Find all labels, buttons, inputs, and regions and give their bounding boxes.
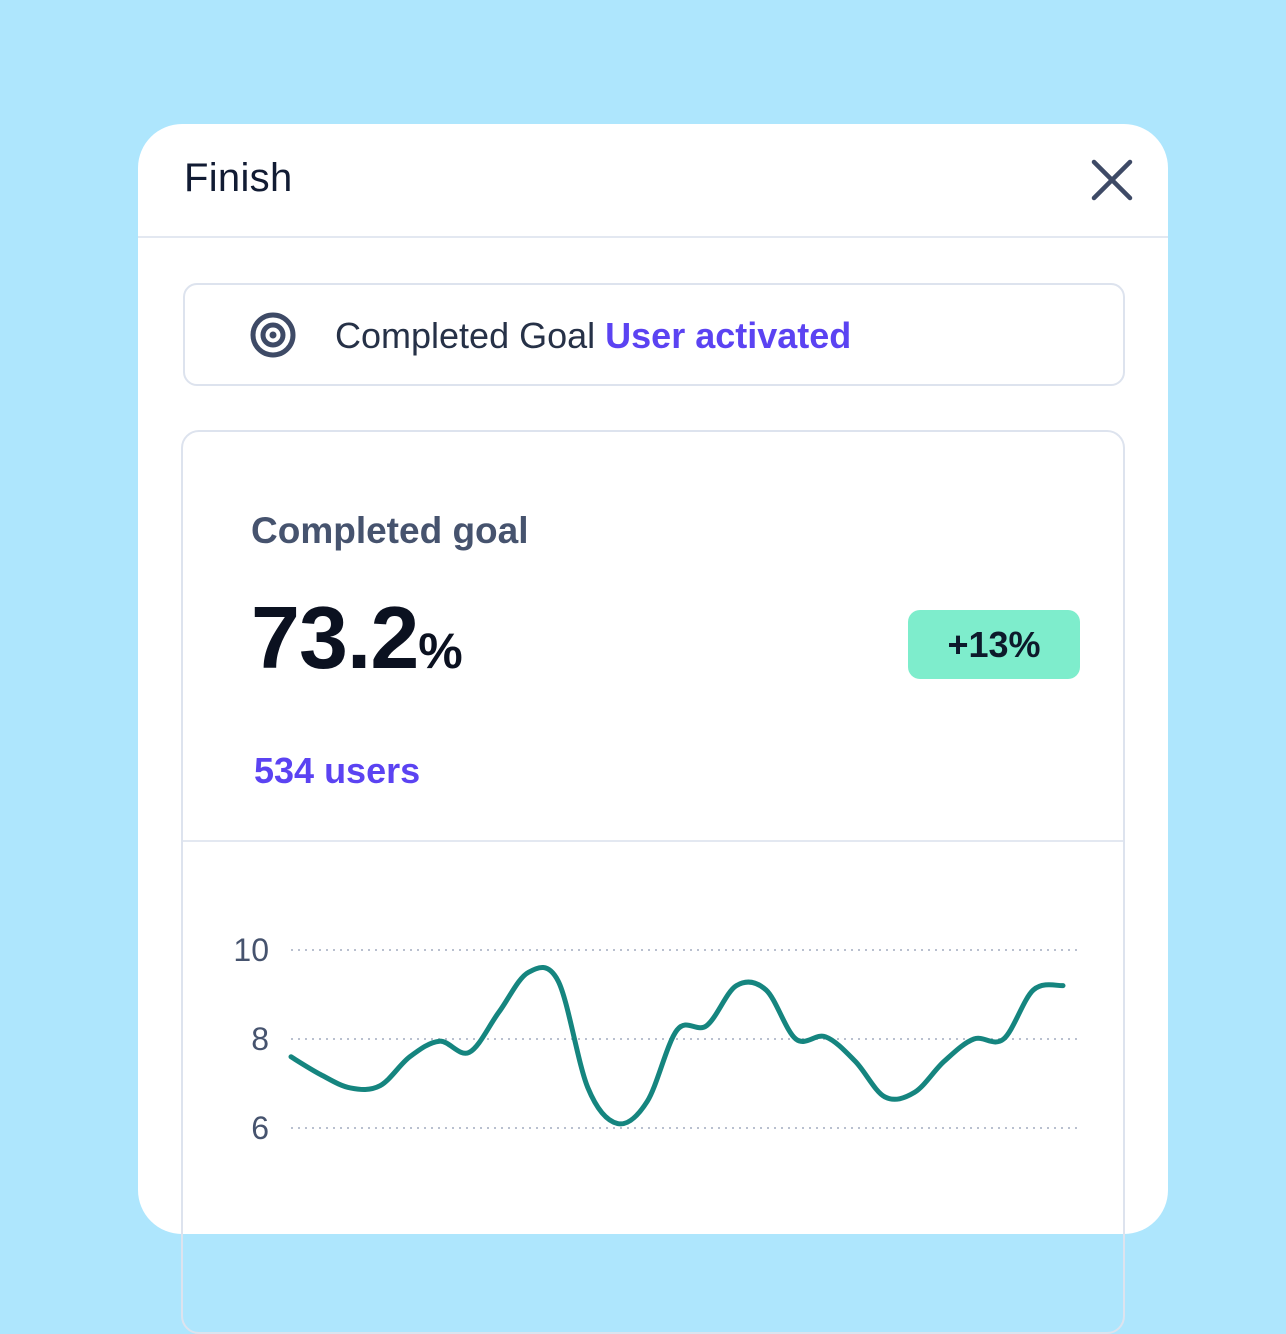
close-button[interactable] bbox=[1084, 152, 1140, 208]
chart-series-line bbox=[288, 965, 1066, 1127]
close-icon bbox=[1091, 159, 1133, 201]
metric-unit: % bbox=[418, 623, 463, 679]
goal-prefix: Completed Goal bbox=[335, 315, 596, 356]
finish-panel: Finish Completed Goal User activated Com… bbox=[138, 124, 1168, 1334]
goal-row: Completed Goal User activated bbox=[183, 283, 1125, 386]
goal-name[interactable]: User activated bbox=[605, 315, 852, 356]
metric-value: 73.2% bbox=[251, 594, 463, 682]
goal-text: Completed Goal User activated bbox=[335, 315, 851, 357]
chart-ticks: 10 8 6 bbox=[233, 932, 269, 1146]
users-link[interactable]: 534 users bbox=[254, 750, 421, 791]
y-tick-label: 10 bbox=[233, 932, 269, 968]
change-badge: +13% bbox=[908, 610, 1080, 679]
card-divider bbox=[183, 840, 1123, 842]
y-tick-label: 8 bbox=[251, 1021, 269, 1057]
target-icon bbox=[250, 312, 296, 358]
line-chart: 10 8 6 bbox=[233, 932, 1078, 1146]
panel-title: Finish bbox=[184, 156, 293, 200]
metric-number: 73.2 bbox=[251, 588, 419, 687]
metric-card: Completed goal 73.2% +13% 534 users 10 8 6 bbox=[181, 430, 1125, 1334]
panel-header: Finish bbox=[138, 124, 1168, 238]
chart-grid bbox=[291, 949, 1078, 1129]
metric-label: Completed goal bbox=[251, 510, 529, 551]
y-tick-label: 6 bbox=[251, 1110, 269, 1146]
